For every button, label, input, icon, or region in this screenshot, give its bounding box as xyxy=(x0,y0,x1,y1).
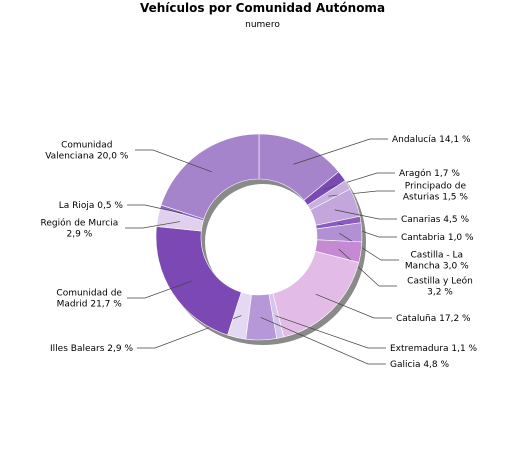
slice-label: Canarias 4,5 % xyxy=(401,215,469,225)
slice-label: Principado de Asturias 1,5 % xyxy=(403,182,469,203)
slice-label: Andalucía 14,1 % xyxy=(392,135,471,145)
slice-label: Extremadura 1,1 % xyxy=(390,344,478,354)
leader-line xyxy=(293,138,388,165)
slice-label: Aragón 1,7 % xyxy=(399,168,460,179)
slice-label: Galicia 4,8 % xyxy=(390,360,449,370)
chart-subtitle: numero xyxy=(245,20,280,30)
slice-label: Comunidad de Madrid 21,7 % xyxy=(56,289,122,310)
slice-label: Castilla y León 3,2 % xyxy=(407,276,473,298)
slice-label: Illes Balears 2,9 % xyxy=(50,344,133,354)
leader-line xyxy=(127,204,183,214)
slice-label: Castilla - La Mancha 3,0 % xyxy=(405,251,469,272)
chart-title: Vehículos por Comunidad Autónoma xyxy=(139,1,386,15)
donut-slice xyxy=(155,226,242,336)
leader-line xyxy=(135,149,212,173)
slice-label: Región de Murcia 2,9 % xyxy=(41,218,119,240)
slice-label: Cantabria 1,0 % xyxy=(401,233,474,243)
leader-line xyxy=(125,221,181,229)
leader-line xyxy=(334,209,397,220)
leader-line xyxy=(127,280,192,299)
slice-label: La Rioja 0,5 % xyxy=(59,201,124,211)
leader-line xyxy=(315,293,392,319)
slice-label: Cataluña 17,2 % xyxy=(396,314,471,324)
leader-line xyxy=(260,317,386,365)
donut-slice xyxy=(160,133,260,220)
slice-label: Comunidad Valenciana 20,0 % xyxy=(45,141,129,162)
leader-line xyxy=(275,315,386,349)
